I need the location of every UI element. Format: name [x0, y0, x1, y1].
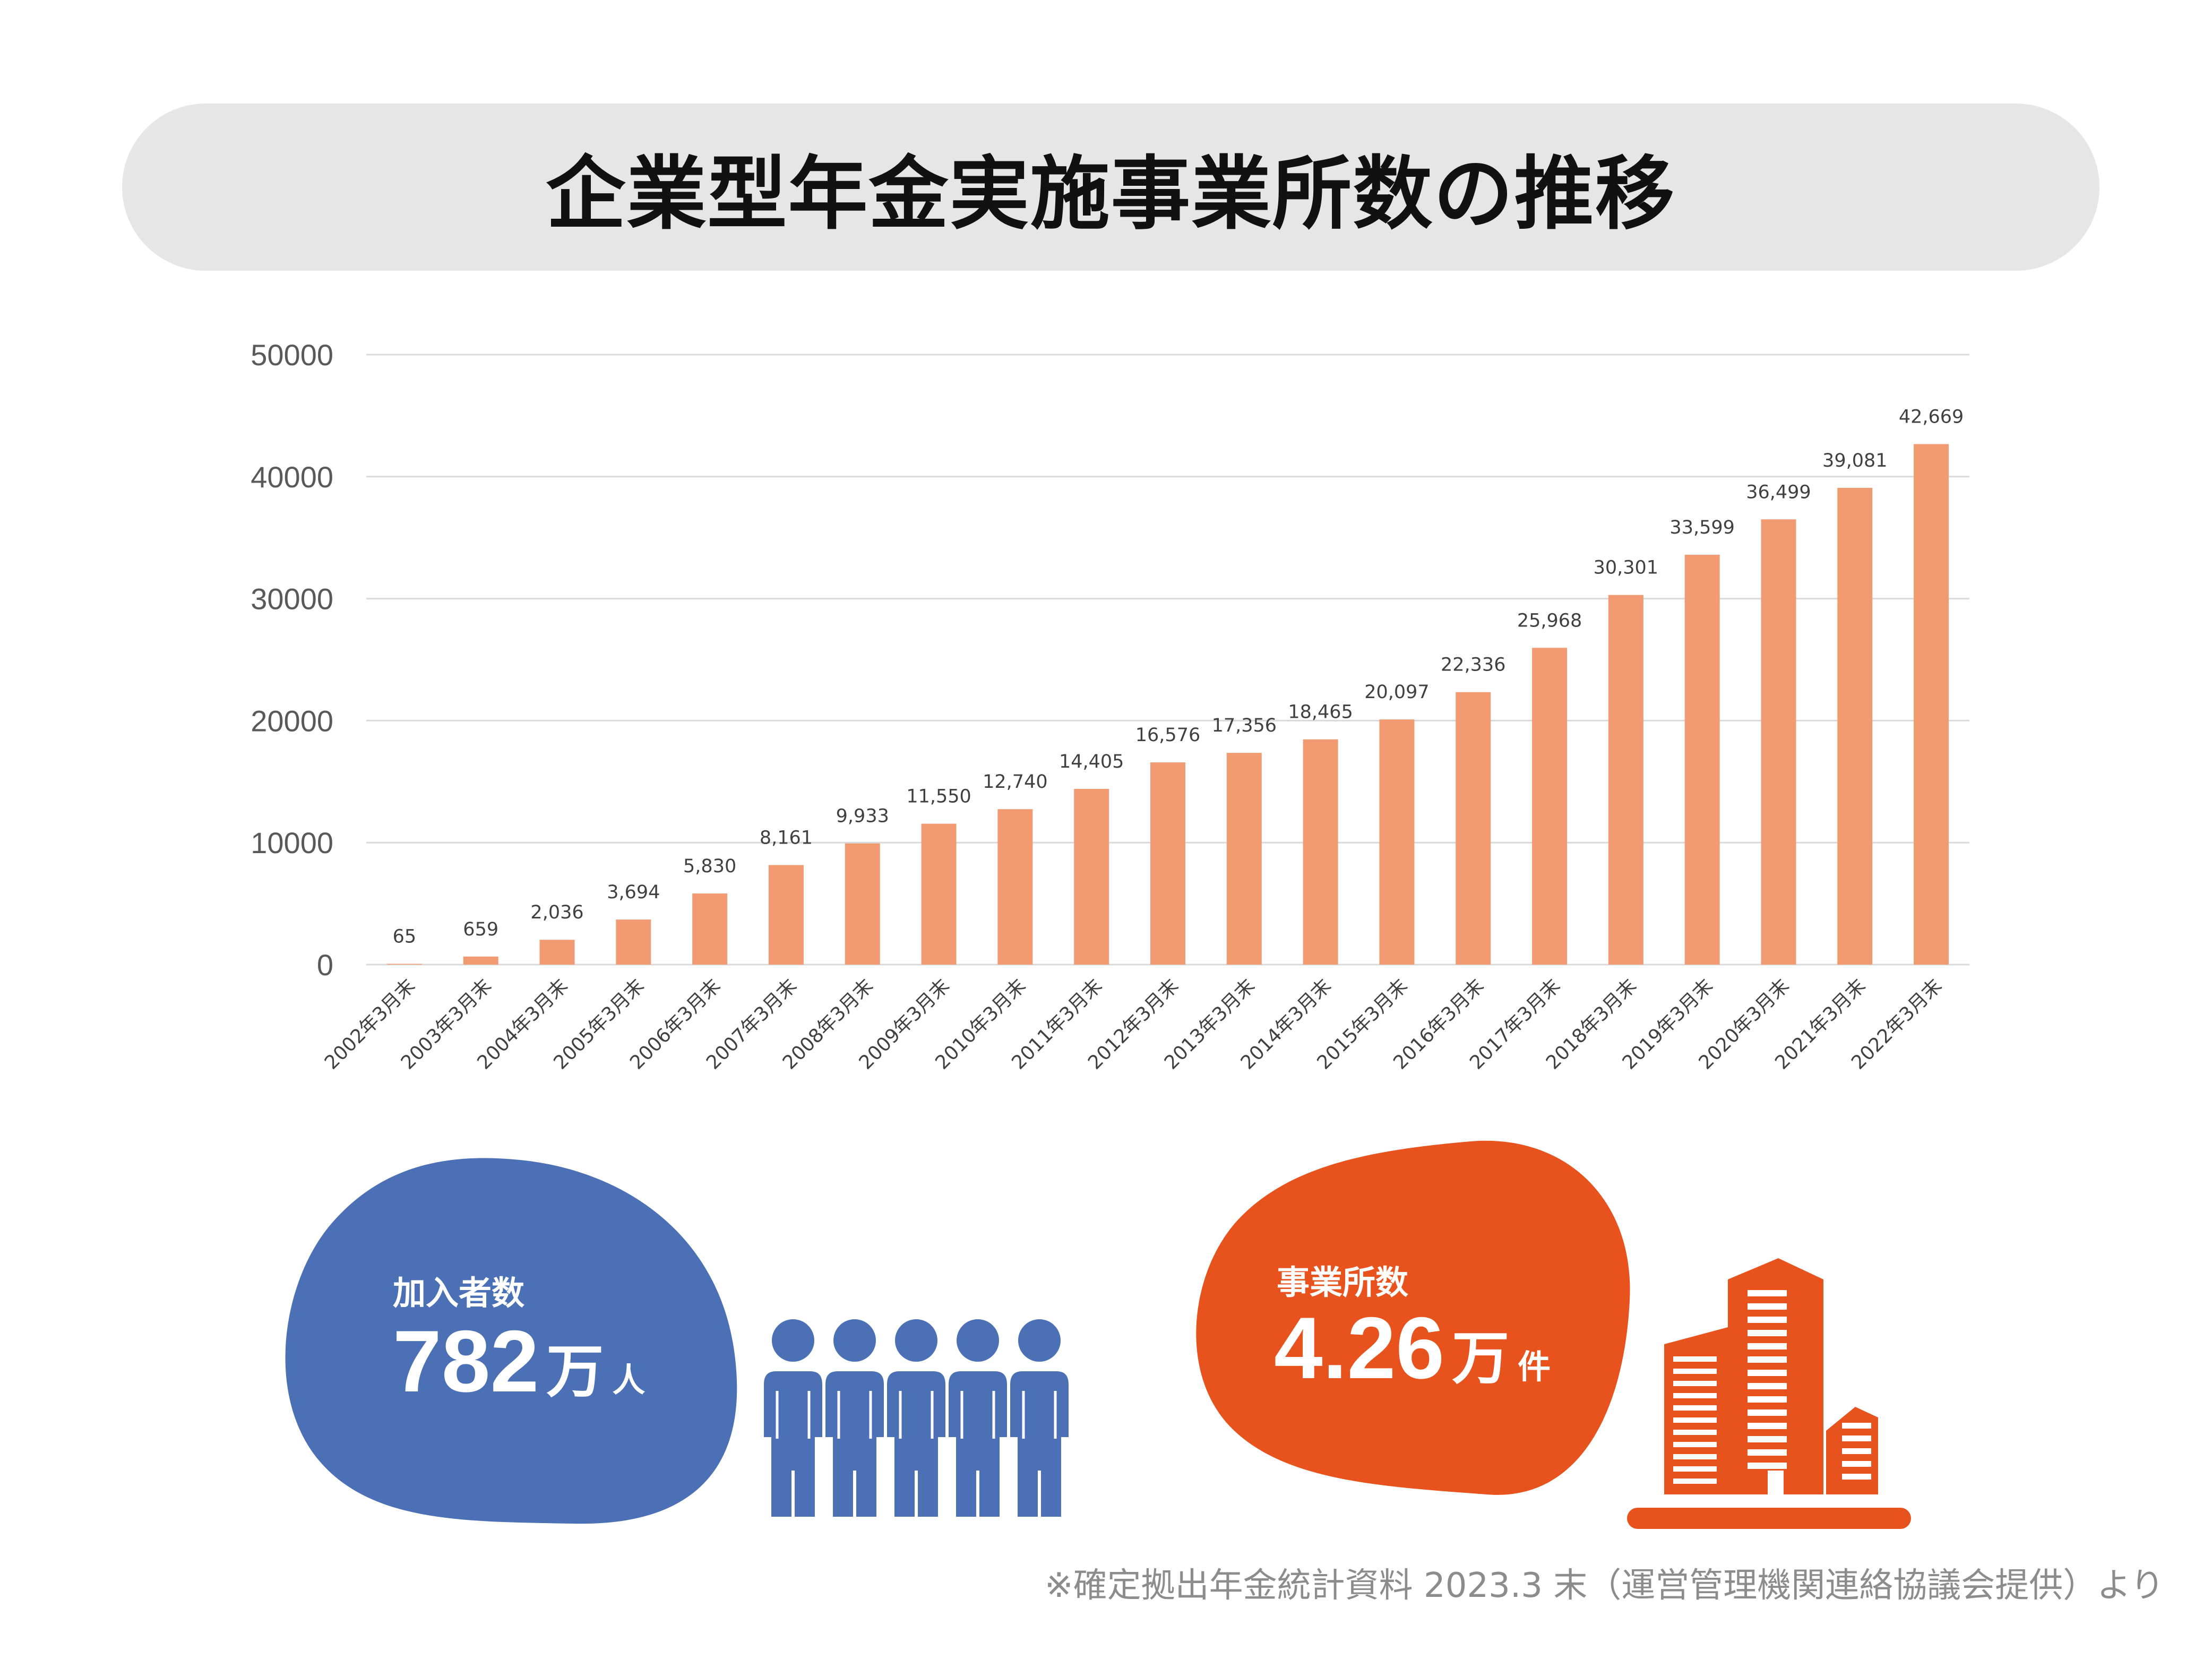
offices-value: 4.26 万件 [1274, 1298, 1551, 1398]
members-label: 加入者数 [393, 1274, 525, 1312]
bar [1914, 444, 1949, 965]
bar [845, 843, 880, 965]
offices-unit-ken: 件 [1518, 1347, 1551, 1386]
data-labels: 65 659 2,036 3,694 5,830 8,161 9,933 11,550 12,7… [393, 406, 1964, 947]
bar [768, 865, 804, 965]
data-label: 5,830 [683, 856, 736, 877]
bar-chart: 0 10000 20000 30000 40000 50000 65 659 2,036 3,6… [251, 338, 1969, 1074]
bar [616, 919, 651, 965]
y-tick-label: 40000 [251, 460, 333, 494]
data-label: 2,036 [530, 902, 583, 923]
data-label: 18,465 [1288, 702, 1353, 723]
data-label: 11,550 [906, 786, 971, 807]
data-label: 33,599 [1669, 517, 1734, 538]
bar [1761, 519, 1796, 965]
data-label: 30,301 [1594, 557, 1658, 579]
y-tick-label: 50000 [251, 338, 333, 372]
bar [1074, 788, 1109, 965]
office-buildings-icon [1627, 1258, 1911, 1529]
data-label: 14,405 [1059, 751, 1124, 772]
bar [1150, 762, 1185, 965]
bar [463, 956, 498, 965]
bar [1303, 739, 1338, 965]
members-unit-nin: 人 [612, 1361, 645, 1399]
page-title: 企業型年金実施事業所数の推移 [546, 148, 1676, 240]
y-tick-label: 30000 [251, 582, 333, 616]
bar [1684, 554, 1720, 965]
data-label: 36,499 [1746, 482, 1811, 503]
data-label: 25,968 [1517, 610, 1582, 631]
bar [1379, 719, 1415, 965]
person-icon [945, 1317, 1010, 1520]
data-label: 659 [463, 919, 498, 940]
bar [1837, 487, 1873, 965]
person-icon [822, 1317, 887, 1520]
offices-label: 事業所数 [1277, 1263, 1409, 1302]
bar [1608, 595, 1643, 965]
offices-number: 4.26 [1274, 1299, 1445, 1397]
data-label: 8,161 [760, 827, 813, 848]
bar [921, 823, 957, 965]
data-label: 16,576 [1135, 725, 1200, 746]
source-footnote: ※確定拠出年金統計資料 2023.3 末（運営管理機関連絡協議会提供）より [1045, 1566, 2164, 1605]
data-label: 17,356 [1212, 715, 1277, 736]
y-axis-ticks: 0 10000 20000 30000 40000 50000 [251, 338, 333, 982]
y-tick-label: 20000 [251, 704, 333, 737]
bar [386, 964, 422, 965]
people-group-icon [761, 1317, 1072, 1520]
offices-unit-man: 万 [1452, 1326, 1510, 1392]
data-label: 9,933 [836, 806, 889, 827]
data-label: 20,097 [1364, 682, 1429, 703]
data-label: 42,669 [1899, 406, 1964, 427]
bar [997, 809, 1033, 965]
y-tick-label: 0 [317, 948, 333, 982]
bar [692, 893, 728, 965]
title-banner: 企業型年金実施事業所数の推移 [122, 104, 2099, 271]
person-icon [884, 1317, 949, 1520]
y-tick-label: 10000 [251, 826, 333, 859]
data-label: 3,694 [607, 882, 660, 903]
person-icon [1007, 1317, 1072, 1520]
members-unit-man: 万 [546, 1339, 604, 1405]
members-number: 782 [393, 1312, 539, 1410]
bar [1226, 753, 1262, 965]
data-label: 12,740 [983, 771, 1047, 793]
data-label: 39,081 [1822, 450, 1887, 471]
bar [539, 940, 575, 965]
buildings [1627, 1258, 1911, 1529]
data-label: 65 [393, 926, 417, 948]
bars [386, 444, 1949, 965]
person-icon [761, 1317, 825, 1520]
members-value: 782 万人 [393, 1311, 645, 1412]
bar [1532, 648, 1568, 965]
bar [1456, 692, 1491, 965]
data-label: 22,336 [1441, 655, 1505, 676]
